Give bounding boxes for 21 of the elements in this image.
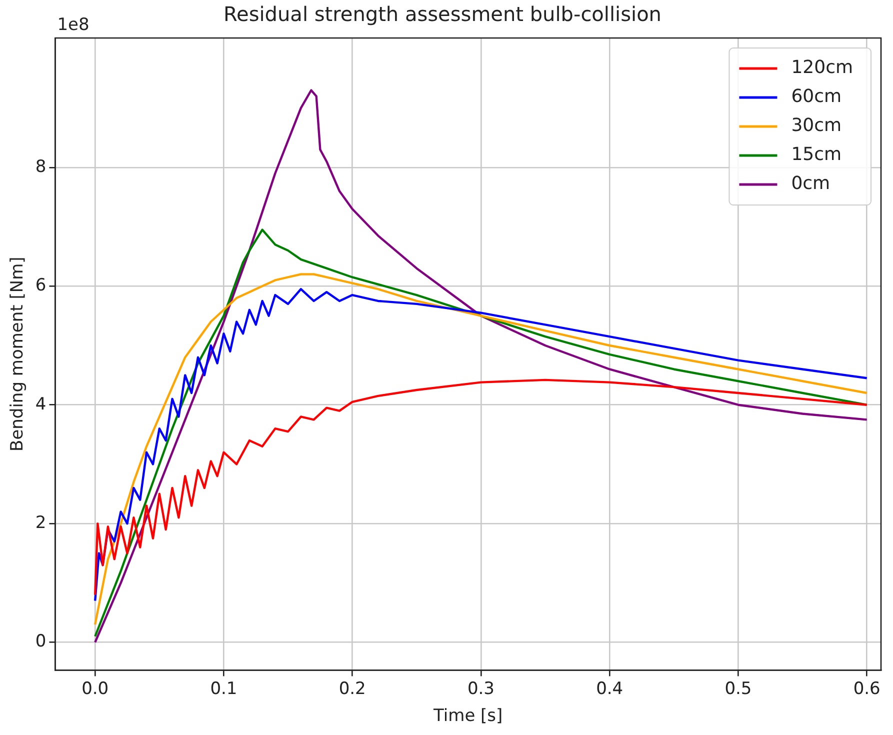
legend-label: 0cm <box>791 173 830 194</box>
x-tick-label: 0.6 <box>853 678 880 699</box>
x-axis-title: Time [s] <box>432 706 503 726</box>
x-tick-label: 0.4 <box>596 678 624 699</box>
legend-label: 120cm <box>791 57 854 78</box>
x-tick-label: 0.0 <box>82 678 109 699</box>
x-tick-label: 0.2 <box>338 678 366 699</box>
x-tick-label: 0.5 <box>724 678 752 699</box>
y-tick-label: 8 <box>35 156 46 177</box>
text: 1e8 <box>57 14 90 35</box>
y-tick-label: 4 <box>35 394 46 414</box>
y-tick-label: 2 <box>35 513 46 533</box>
chart-title: Residual strength assessment bulb-collision <box>224 2 662 26</box>
legend-label: 15cm <box>791 144 842 166</box>
legend-label: 60cm <box>791 86 842 108</box>
legend-label: 30cm <box>791 115 842 136</box>
y-tick-label: 0 <box>35 632 46 652</box>
x-tick-label: 0.1 <box>210 678 238 699</box>
x-tick-label: 0.3 <box>467 678 494 699</box>
y-axis-title: Bending moment [Nm] <box>8 256 28 452</box>
y-tick-label: 6 <box>35 276 46 296</box>
